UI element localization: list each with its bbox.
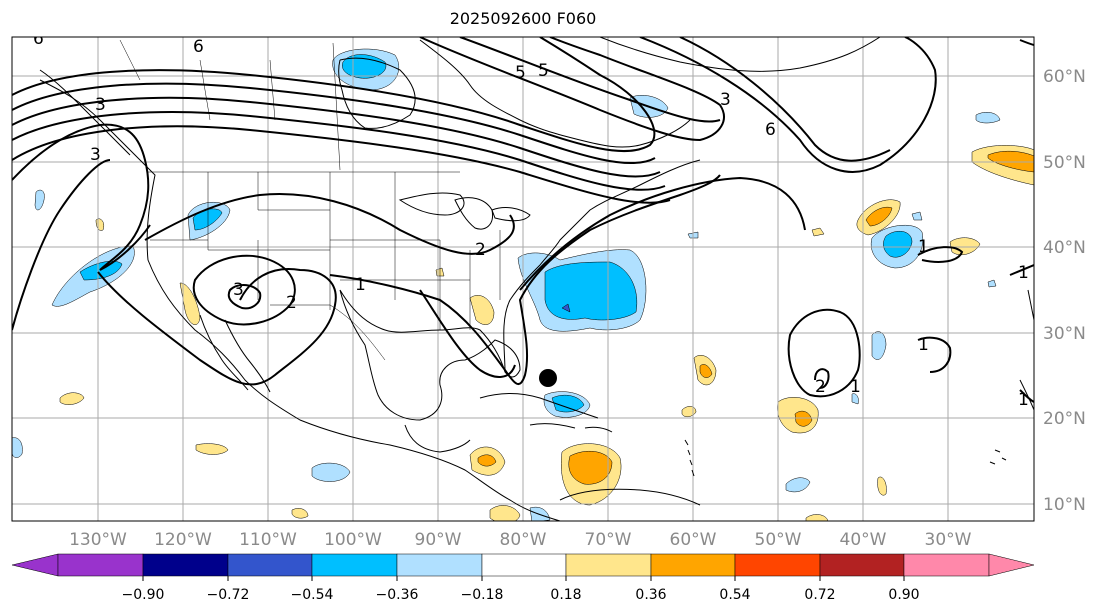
svg-text:60°W: 60°W — [670, 530, 717, 550]
svg-text:6: 6 — [193, 37, 204, 57]
colorbar-extend-low — [11, 553, 59, 577]
svg-text:20°N: 20°N — [1043, 409, 1086, 429]
svg-text:3: 3 — [233, 280, 244, 300]
svg-text:0.72: 0.72 — [804, 587, 835, 603]
colorbar-tick-labels: −0.90 −0.72 −0.54 −0.36 −0.18 0.18 0.36 … — [122, 587, 920, 603]
svg-text:3: 3 — [90, 145, 101, 165]
svg-text:1: 1 — [1018, 390, 1029, 410]
svg-text:5: 5 — [538, 61, 549, 81]
map-plot-area: 6 6 3 3 5 5 3 6 3 2 2 1 1 2 1 1 1 1 — [12, 29, 1034, 521]
svg-text:40°N: 40°N — [1043, 238, 1086, 258]
svg-text:40°W: 40°W — [840, 530, 887, 550]
svg-text:10°N: 10°N — [1043, 495, 1086, 515]
colorbar-extend-high — [988, 553, 1035, 577]
svg-text:−0.90: −0.90 — [122, 587, 165, 603]
svg-text:0.90: 0.90 — [888, 587, 919, 603]
svg-text:130°W: 130°W — [69, 530, 127, 550]
longitude-tick-labels: 130°W 120°W 110°W 100°W 90°W 80°W 70°W 6… — [69, 530, 972, 550]
svg-text:2: 2 — [475, 240, 486, 260]
svg-text:3: 3 — [95, 95, 106, 115]
svg-text:120°W: 120°W — [154, 530, 212, 550]
svg-text:1: 1 — [918, 237, 929, 257]
colorbar-ticks — [142, 576, 905, 581]
svg-text:50°W: 50°W — [755, 530, 802, 550]
svg-text:50°N: 50°N — [1043, 153, 1086, 173]
svg-text:1: 1 — [850, 377, 861, 397]
svg-text:2: 2 — [286, 293, 297, 313]
svg-text:60°N: 60°N — [1043, 67, 1086, 87]
svg-text:90°W: 90°W — [415, 530, 462, 550]
latitude-tick-labels: 60°N 50°N 40°N 30°N 20°N 10°N — [1043, 67, 1086, 515]
svg-text:1: 1 — [1018, 263, 1029, 283]
svg-text:110°W: 110°W — [239, 530, 297, 550]
svg-text:30°N: 30°N — [1043, 324, 1086, 344]
storm-center-dot — [539, 369, 557, 387]
contour-labels: 6 6 3 3 5 5 3 6 3 2 2 1 1 2 1 1 1 1 — [33, 29, 1029, 410]
svg-text:2: 2 — [815, 377, 826, 397]
svg-text:1: 1 — [918, 335, 929, 355]
map-title: 2025092600 F060 — [449, 9, 597, 28]
svg-text:0.18: 0.18 — [550, 587, 581, 603]
svg-text:−0.72: −0.72 — [207, 587, 250, 603]
svg-text:30°W: 30°W — [925, 530, 972, 550]
svg-text:6: 6 — [33, 29, 44, 49]
contour-lines — [12, 37, 1034, 403]
svg-text:−0.36: −0.36 — [376, 587, 419, 603]
svg-text:6: 6 — [765, 120, 776, 140]
colorbar — [11, 553, 1035, 577]
svg-text:100°W: 100°W — [324, 530, 382, 550]
svg-text:−0.54: −0.54 — [291, 587, 334, 603]
svg-text:80°W: 80°W — [500, 530, 547, 550]
svg-text:−0.18: −0.18 — [461, 587, 504, 603]
svg-text:0.54: 0.54 — [719, 587, 750, 603]
svg-text:5: 5 — [515, 63, 526, 83]
svg-text:3: 3 — [720, 90, 731, 110]
svg-text:1: 1 — [355, 275, 366, 295]
shaded-fields — [12, 48, 1034, 521]
map-frame — [11, 36, 1035, 522]
svg-text:70°W: 70°W — [585, 530, 632, 550]
svg-text:0.36: 0.36 — [635, 587, 666, 603]
